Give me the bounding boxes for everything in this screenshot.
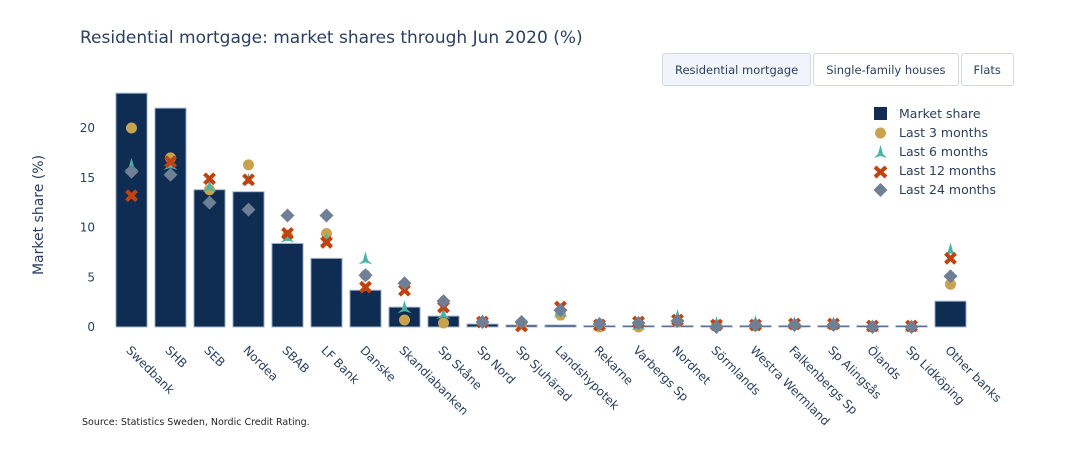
bar-lf-bank: [310, 257, 343, 328]
bar-seb: [193, 189, 226, 328]
marker-x-lf-bank: [320, 236, 333, 249]
legend-label: Last 24 months: [899, 182, 996, 197]
x-tick-label: Danske: [357, 343, 398, 384]
legend: Market share Last 3 months Last 6 months…: [870, 104, 996, 199]
legend-item-market-share[interactable]: Market share: [870, 104, 996, 123]
bar-shb: [154, 107, 187, 328]
x-tick-label: SEB: [201, 343, 227, 369]
marker-diamond-landshypotek: [553, 303, 568, 318]
legend-label: Last 6 months: [899, 144, 989, 159]
chart-title: Residential mortgage: market shares thro…: [80, 28, 583, 48]
marker-circle-nordea: [243, 159, 254, 171]
marker-x-other-banks: [944, 251, 957, 265]
bar-landshypotek: [544, 324, 577, 328]
marker-diamond-sbab: [280, 208, 295, 223]
markers-layer: [124, 122, 958, 334]
marker-diamond-falkenbergs-sp: [787, 318, 802, 333]
marker-diamond-sp-alings-s: [826, 318, 841, 333]
bar-sbab: [271, 242, 304, 328]
marker-diamond-other-banks: [943, 269, 958, 284]
marker-circle-other-banks: [945, 278, 956, 290]
marker-triangle-other-banks: [943, 242, 958, 256]
marker-triangle-seb: [202, 178, 217, 192]
y-tick-label: 10: [80, 221, 95, 235]
marker-triangle-swedbank: [124, 157, 139, 171]
marker-x-danske: [359, 280, 372, 294]
marker-circle-swedbank: [126, 122, 137, 134]
source-note: Source: Statistics Sweden, Nordic Credit…: [82, 417, 310, 428]
legend-label: Last 3 months: [899, 125, 989, 140]
marker-triangle-lf-bank: [319, 232, 334, 246]
x-tick-label: SHB: [162, 343, 189, 370]
x-tick-label: Ölands: [864, 342, 905, 383]
marker-diamond-s-rmlands: [709, 320, 724, 334]
marker-diamond-seb: [202, 195, 217, 210]
marker-diamond-varbergs-sp: [631, 316, 646, 331]
marker-x-shb: [164, 155, 177, 169]
legend-item-last-12-months[interactable]: Last 12 months: [870, 161, 996, 180]
marker-x-nordea: [242, 173, 255, 187]
marker-circle-skandiabanken: [399, 314, 410, 326]
bars-layer: [115, 92, 967, 328]
marker-triangle-skandiabanken: [397, 300, 412, 314]
legend-item-last-6-months[interactable]: Last 6 months: [870, 142, 996, 161]
marker-diamond-sp-nord: [475, 315, 490, 330]
circle-icon: [875, 127, 886, 138]
legend-item-last-3-months[interactable]: Last 3 months: [870, 123, 996, 142]
marker-diamond--lands: [865, 320, 880, 334]
segment-toggle: Residential mortgage Single-family house…: [662, 53, 1014, 86]
marker-diamond-rekarne: [592, 317, 607, 332]
flats-button[interactable]: Flats: [960, 53, 1014, 86]
square-icon: [874, 106, 887, 120]
marker-diamond-sp-sjuh-rad: [514, 315, 529, 330]
x-tick-label: SBAB: [279, 343, 312, 376]
legend-label: Last 12 months: [899, 163, 996, 178]
legend-label: Market share: [899, 106, 981, 121]
x-tick-label: Nordea: [240, 343, 281, 384]
triangle-icon: [874, 144, 887, 158]
marker-diamond-sp-lidk-ping: [904, 320, 919, 334]
bar-other-banks: [934, 300, 967, 328]
marker-diamond-sp-sk-ne: [436, 294, 451, 309]
y-axis-title: Market share (%): [31, 155, 47, 275]
y-tick-label: 15: [80, 171, 95, 185]
marker-triangle-danske: [358, 251, 373, 265]
marker-diamond-danske: [358, 268, 373, 283]
x-icon: [873, 165, 888, 178]
x-tick-label: Falkenbergs Sp: [786, 343, 860, 417]
marker-diamond-lf-bank: [319, 208, 334, 223]
marker-diamond-westra-wermland: [748, 318, 763, 333]
marker-diamond-swedbank: [124, 164, 139, 179]
y-tick-label: 20: [80, 121, 95, 135]
legend-item-last-24-months[interactable]: Last 24 months: [870, 180, 996, 199]
x-tick-label: LF Bank: [318, 343, 362, 387]
marker-diamond-skandiabanken: [397, 276, 412, 291]
marker-diamond-nordnet: [670, 314, 685, 329]
marker-diamond-nordea: [241, 202, 256, 217]
marker-triangle-sp-sk-ne: [436, 306, 451, 320]
y-tick-label: 0: [87, 320, 95, 334]
y-tick-label: 5: [87, 270, 95, 284]
diamond-icon: [873, 182, 888, 197]
marker-circle-sp-sk-ne: [438, 317, 449, 329]
single-family-houses-button[interactable]: Single-family houses: [813, 53, 959, 86]
bar-danske: [349, 289, 382, 328]
residential-mortgage-button[interactable]: Residential mortgage: [662, 53, 812, 86]
marker-diamond-shb: [163, 167, 178, 182]
x-tick-label: Skandiabanken: [396, 343, 471, 418]
y-axis: 0 5 10 15 20: [80, 121, 95, 334]
marker-x-sbab: [281, 227, 294, 240]
marker-x-swedbank: [125, 189, 138, 203]
marker-x-seb: [203, 172, 216, 186]
